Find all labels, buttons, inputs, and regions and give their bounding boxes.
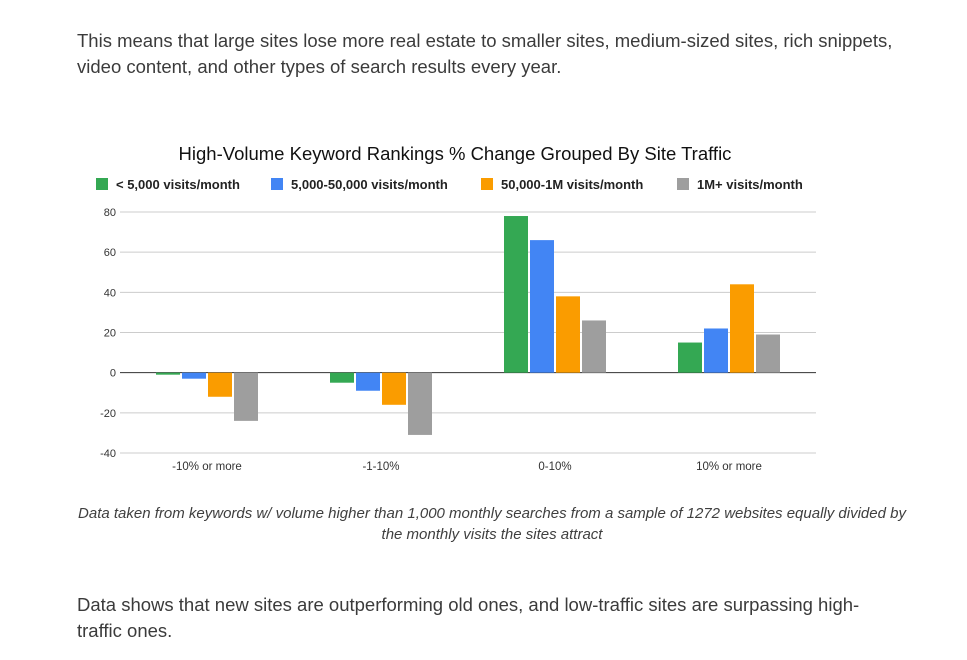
- bar: [330, 372, 354, 383]
- x-tick-label: 10% or more: [696, 461, 762, 473]
- chart-caption: Data taken from keywords w/ volume highe…: [78, 505, 906, 543]
- legend-swatch: [677, 178, 689, 190]
- bar: [678, 342, 702, 373]
- bar: [504, 216, 528, 373]
- chart-legend: < 5,000 visits/month 5,000-50,000 visits/…: [96, 177, 803, 192]
- x-axis-labels: -10% or more -1-10% 0-10% 10% or more: [172, 461, 762, 473]
- legend-label: 1M+ visits/month: [697, 177, 803, 192]
- x-tick-label: -10% or more: [172, 461, 242, 473]
- bar: [234, 372, 258, 421]
- x-tick-label: -1-10%: [362, 461, 399, 473]
- y-tick-label: 40: [104, 287, 116, 299]
- bar-chart: High-Volume Keyword Rankings % Change Gr…: [96, 143, 816, 473]
- bar: [356, 372, 380, 391]
- y-tick-label: 20: [104, 328, 116, 340]
- bar: [756, 334, 780, 373]
- bar: [382, 372, 406, 405]
- paragraph-top: This means that large sites lose more re…: [77, 30, 893, 77]
- y-tick-label: -20: [100, 408, 116, 420]
- y-tick-label: 0: [110, 368, 116, 380]
- bar: [408, 372, 432, 435]
- y-tick-label: 60: [104, 247, 116, 259]
- x-tick-label: 0-10%: [538, 461, 571, 473]
- legend-label: < 5,000 visits/month: [116, 177, 240, 192]
- y-axis-labels: -40 -20 0 20 40 60 80: [100, 207, 116, 460]
- bar: [730, 284, 754, 373]
- bar: [208, 372, 232, 397]
- legend-swatch: [96, 178, 108, 190]
- y-tick-label: 80: [104, 207, 116, 219]
- chart-title: High-Volume Keyword Rankings % Change Gr…: [179, 143, 732, 164]
- legend-label: 50,000-1M visits/month: [501, 177, 643, 192]
- legend-label: 5,000-50,000 visits/month: [291, 177, 448, 192]
- y-tick-label: -40: [100, 448, 116, 460]
- bar: [530, 240, 554, 373]
- bar: [182, 372, 206, 379]
- legend-swatch: [481, 178, 493, 190]
- paragraph-bottom: Data shows that new sites are outperform…: [77, 594, 860, 641]
- bar: [156, 372, 180, 375]
- bar: [556, 296, 580, 373]
- bar: [704, 328, 728, 373]
- bar: [582, 320, 606, 373]
- chart-bars: [156, 216, 780, 435]
- legend-swatch: [271, 178, 283, 190]
